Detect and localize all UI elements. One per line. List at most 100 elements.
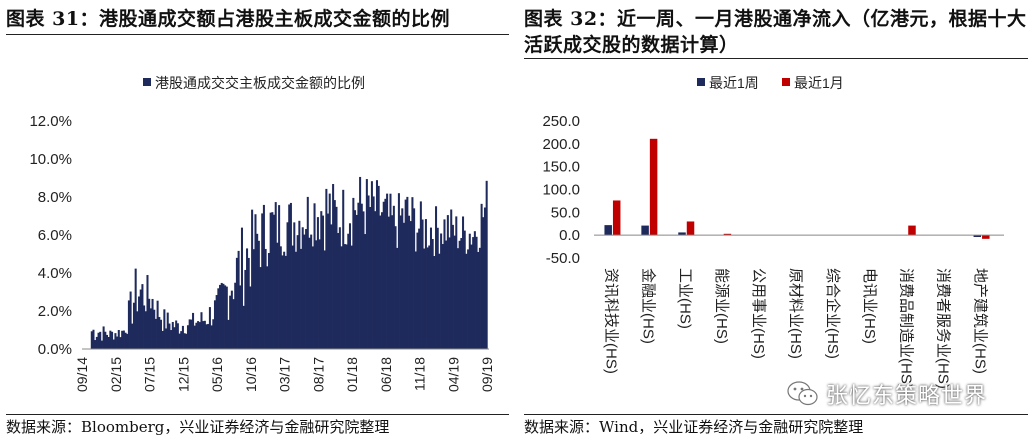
area-bar [148,298,151,349]
area-bar [186,325,189,349]
area-bar [170,330,173,349]
left-title-rule [6,34,509,35]
area-bar [151,298,154,349]
area-bar [467,249,470,349]
area-bar [215,295,218,349]
area-bar [426,247,429,349]
area-bar [445,240,448,349]
category-label: 消费者服务业(HS) [935,268,952,389]
area-bar [291,245,294,349]
area-bar [340,246,343,349]
area-bar [230,290,233,349]
area-bar [443,219,446,349]
area-bar [399,215,402,349]
area-bar [117,330,120,349]
area-bar [205,324,208,349]
bar [612,200,621,236]
area-bar [229,295,232,349]
area-bar [141,284,144,349]
area-bar [421,219,424,349]
area-bar [244,269,247,349]
area-bar [246,248,249,349]
area-bar [112,339,115,349]
legend-swatch [697,78,705,86]
watermark-text: 张忆东策略世界 [826,384,988,409]
area-bar [485,180,488,349]
x-tick-label: 01/18 [344,357,360,392]
area-bar [165,328,168,349]
area-bar [440,233,443,349]
area-bar [310,234,313,349]
y-tick-label: 2.0% [38,303,72,320]
area-bar [354,210,357,349]
area-bar [355,214,358,349]
legend-swatch [782,78,790,86]
area-bar [109,330,112,349]
area-bar [181,325,184,349]
area-bar [323,250,326,349]
category-label: 消费品制造业(HS) [898,268,915,389]
left-chart-title: 图表 31：港股通成交额占港股主板成交金额的比例 [6,8,451,30]
area-bar [372,196,375,349]
area-bar [404,199,407,349]
area-bar [316,217,319,349]
area-bar [359,176,362,349]
area-bar [159,319,162,349]
area-bar [146,275,149,349]
area-bar [193,325,196,349]
area-bar [451,224,454,349]
wechat-icon [787,381,818,406]
area-bar [392,205,395,349]
right-title-rule [524,58,1028,59]
y-tick-label: 200.0 [542,136,580,153]
area-bar [423,248,426,349]
bar [982,235,990,239]
area-bar [251,209,254,349]
area-bar [208,307,211,349]
area-bar [478,247,481,349]
area-bar [413,208,416,349]
area-bar [237,250,240,349]
area-bar [235,257,238,349]
area-bar [327,213,330,349]
area-bar [225,286,228,349]
area-bar [200,312,203,349]
area-bar [222,283,225,349]
area-bar [139,289,142,349]
area-bar [333,200,336,349]
category-label: 金融业(HS) [639,268,656,344]
area-bar [202,321,205,349]
area-bar [252,249,255,349]
watermark: 张忆东策略世界 [786,377,1026,411]
legend-label: 港股通成交交主板成交金额的比例 [155,75,365,91]
area-bar [286,222,289,349]
bar [973,235,982,237]
category-label: 地产建筑业(HS) [972,268,989,374]
area-bar [330,224,333,349]
area-bar [306,196,309,349]
area-bar [300,248,303,349]
area-bar [406,196,409,349]
area-bar [458,240,461,349]
x-tick-label: 12/15 [175,357,191,392]
area-bar [391,215,394,349]
area-bar [92,329,95,349]
area-bar [374,211,377,349]
area-bar [97,332,100,349]
area-bar [219,284,222,349]
area-bar [271,212,274,349]
right-source-note: 数据来源：Wind，兴业证券经济与金融研究院整理 [524,418,864,436]
area-bar [131,323,134,349]
area-bar [156,300,159,349]
area-bar [460,238,463,349]
category-label: 工业(HS) [676,268,693,329]
area-bar [343,244,346,349]
area-bar [408,215,411,349]
area-bar [480,203,483,349]
area-bar [397,193,400,349]
area-bar [470,244,473,349]
area-bar [144,311,147,349]
area-bar [389,193,392,349]
area-bar [127,300,130,349]
area-bar [153,309,156,349]
